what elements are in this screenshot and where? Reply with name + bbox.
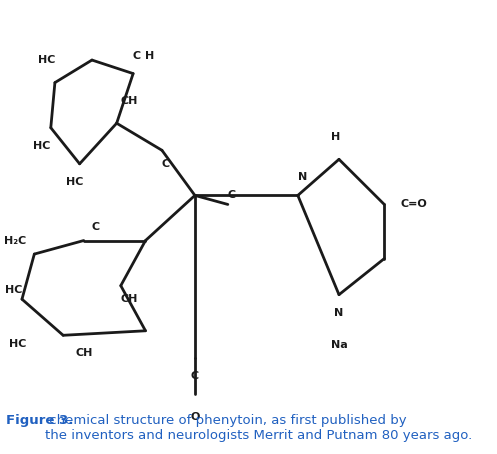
Text: C: C bbox=[162, 159, 170, 169]
Text: Na: Na bbox=[331, 340, 347, 350]
Text: N: N bbox=[298, 173, 307, 183]
Text: O: O bbox=[190, 412, 200, 422]
Text: CH: CH bbox=[121, 96, 138, 106]
Text: Figure 3.: Figure 3. bbox=[5, 414, 73, 427]
Text: HC: HC bbox=[4, 285, 22, 295]
Text: HC: HC bbox=[33, 141, 51, 151]
Text: C: C bbox=[228, 190, 236, 200]
Text: chemical structure of phenytoin, as first published by
the inventors and neurolo: chemical structure of phenytoin, as firs… bbox=[45, 414, 472, 442]
Text: HC: HC bbox=[67, 177, 83, 187]
Text: H: H bbox=[331, 132, 340, 142]
Text: C: C bbox=[92, 222, 100, 232]
Text: H₂C: H₂C bbox=[4, 236, 26, 246]
Text: HC: HC bbox=[9, 339, 26, 349]
Text: CH: CH bbox=[121, 294, 138, 304]
Text: HC: HC bbox=[38, 55, 55, 65]
Text: C=O: C=O bbox=[401, 199, 427, 209]
Text: C H: C H bbox=[133, 50, 155, 60]
Text: C: C bbox=[191, 371, 199, 381]
Text: N: N bbox=[334, 308, 343, 318]
Text: CH: CH bbox=[76, 348, 93, 358]
